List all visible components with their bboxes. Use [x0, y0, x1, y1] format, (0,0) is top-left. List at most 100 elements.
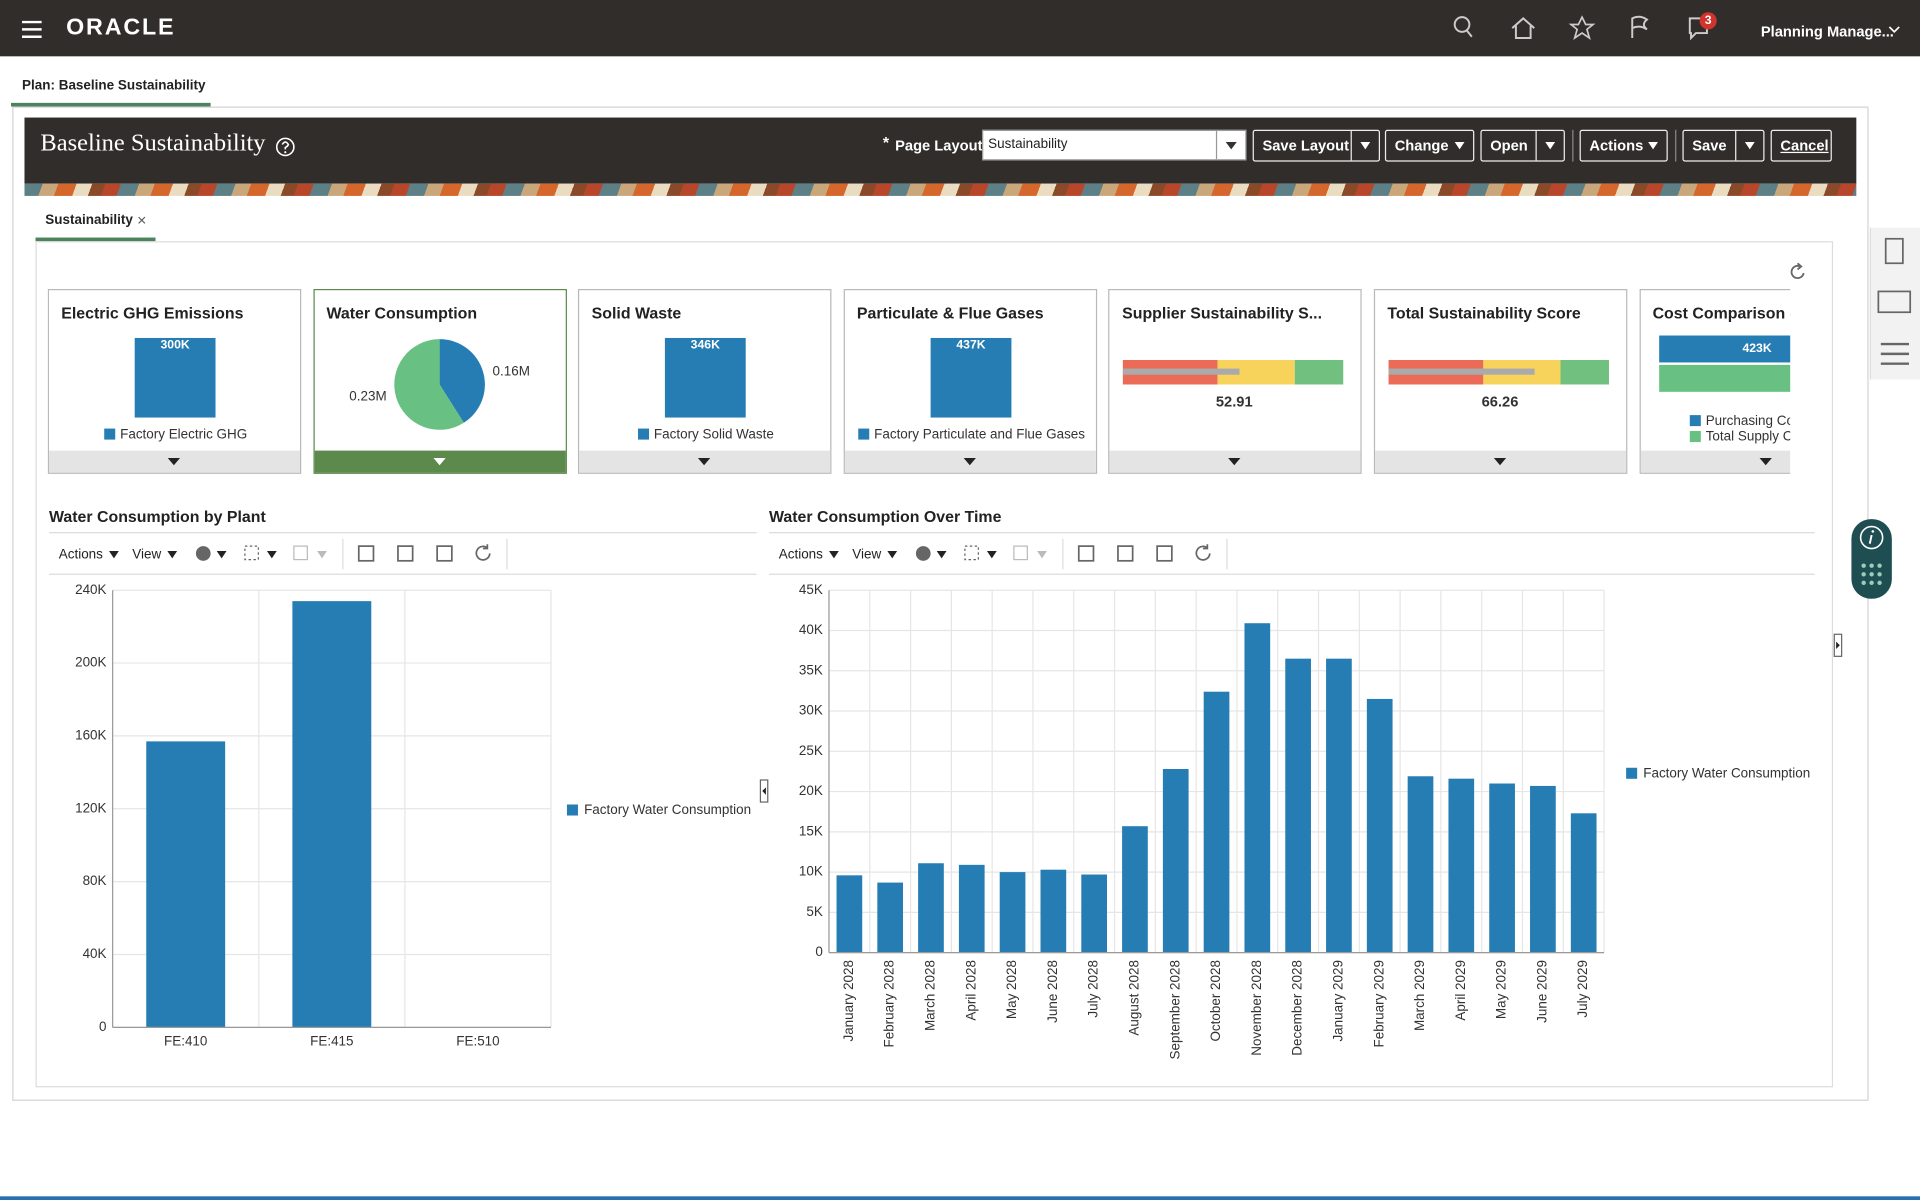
toolbar-button[interactable]: Actions [1579, 129, 1668, 162]
toolbar-icon[interactable] [195, 546, 211, 561]
favorites-icon[interactable] [1568, 15, 1596, 40]
gauge-value: 52.91 [1216, 395, 1253, 411]
tile[interactable]: Water Consumption 0.16M 0.23M [312, 288, 567, 474]
separator [1572, 129, 1574, 162]
help-circle [275, 137, 295, 157]
header-icons: 3 [22, 12, 1900, 41]
select-arrow-icon [1225, 142, 1237, 150]
legend-label: Factory Particulate and Flue Gases [874, 426, 1085, 441]
toolbar-icon[interactable] [436, 545, 453, 562]
tile-title: Supplier Sustainability S... [1122, 303, 1323, 323]
user-menu[interactable]: Planning Manage... [1760, 23, 1894, 41]
toolbar-icon[interactable] [475, 544, 491, 561]
y-tick-label: 0 [99, 1019, 106, 1034]
dropdown-arrow[interactable] [1350, 131, 1379, 161]
tab-close[interactable]: × [137, 210, 147, 229]
tile-chart: 66.26 [1388, 360, 1609, 411]
toolbar-icon[interactable] [397, 545, 414, 562]
tile[interactable]: Cost Comparison - 423K Purchasing Cos Total… [1639, 288, 1791, 474]
x-tick-label: April 2029 [1453, 960, 1468, 1021]
x-tick-label: February 2029 [1371, 960, 1386, 1048]
menu-arrow [109, 551, 119, 559]
flag-icon[interactable] [1631, 15, 1649, 38]
y-tick-label: 10K [799, 864, 823, 879]
title-bar [24, 117, 1857, 184]
help-mark [281, 141, 290, 150]
y-tick-label: 5K [806, 904, 822, 919]
tile-strip: Electric GHG Emissions 300K Factory Electr… [47, 288, 1791, 475]
x-tick-label: August 2028 [1127, 960, 1142, 1036]
toolbar-icon[interactable] [1077, 545, 1095, 562]
toolbar-icon[interactable] [1195, 544, 1211, 561]
help-icon[interactable] [274, 136, 296, 158]
assistant-widget[interactable] [1851, 519, 1892, 599]
y-tick-label: 30K [799, 703, 823, 718]
dropdown-arrow[interactable] [1735, 131, 1763, 161]
tile-expand[interactable] [48, 450, 301, 473]
x-tick-label: July 2029 [1575, 960, 1590, 1018]
dropdown-arrow[interactable] [1446, 131, 1473, 160]
toolbar-button[interactable]: Change [1384, 129, 1475, 162]
bar [1122, 826, 1148, 953]
bar [665, 337, 746, 418]
refresh-icon[interactable] [1789, 262, 1809, 282]
legend-label: Factory Water Consumption [584, 802, 751, 817]
search-icon[interactable] [1453, 16, 1473, 38]
decorative-band [24, 183, 1857, 196]
tile[interactable]: Total Sustainability Score 66.26 [1373, 288, 1628, 474]
home-icon[interactable] [1511, 17, 1535, 39]
gauge-value: 66.26 [1482, 395, 1519, 411]
dropdown-arrow[interactable] [1535, 131, 1564, 161]
x-tick-label: FE:415 [310, 1034, 353, 1049]
tile-expand[interactable] [1109, 450, 1361, 473]
x-tick-label: December 2028 [1290, 960, 1305, 1056]
tile-chart: 0.16M 0.23M [349, 339, 529, 430]
dashboard-tab[interactable]: Sustainability [45, 213, 133, 228]
page-tab[interactable]: Plan: Baseline Sustainability [22, 78, 206, 94]
bar [1326, 658, 1352, 953]
tile[interactable]: Particulate & Flue Gases 437K Factory Part… [843, 288, 1097, 474]
tile-expand[interactable] [314, 450, 566, 473]
toolbar-icon[interactable] [964, 545, 979, 561]
toolbar-icon[interactable] [1156, 545, 1173, 562]
toolbar-button[interactable]: Open [1480, 129, 1565, 162]
content-panel [12, 106, 1869, 1101]
list-icon[interactable] [1880, 342, 1909, 365]
menu-arrow [317, 551, 327, 559]
bar [146, 741, 226, 1028]
toolbar-button[interactable]: Cancel [1770, 129, 1832, 162]
toolbar-button[interactable]: Save [1682, 129, 1765, 162]
chart-menu[interactable]: Actions [59, 546, 103, 561]
tile[interactable]: Solid Waste 346K Factory Solid Waste [578, 288, 832, 474]
toolbar-icon[interactable] [915, 546, 931, 561]
dropdown-arrow[interactable] [1640, 131, 1667, 160]
toolbar-button[interactable]: Save Layout [1252, 129, 1380, 162]
tile-expand[interactable] [1375, 450, 1627, 473]
tile[interactable]: Electric GHG Emissions 300K Factory Electr… [47, 288, 302, 474]
select-arrow[interactable] [1215, 131, 1245, 160]
doc-icon[interactable] [1884, 237, 1904, 265]
bar [958, 864, 985, 953]
x-tick-label: June 2029 [1534, 960, 1549, 1023]
chart-menu[interactable]: Actions [779, 546, 823, 561]
menu-icon[interactable] [22, 20, 42, 38]
menu-arrow [986, 551, 997, 559]
toolbar-icon[interactable] [1117, 545, 1134, 562]
bar [930, 337, 1012, 418]
toolbar-icon[interactable] [357, 545, 375, 562]
tile-expand[interactable] [1640, 450, 1791, 473]
page-title: Baseline Sustainability [40, 129, 266, 157]
user-menu-arrow[interactable] [1888, 26, 1900, 34]
bar [1366, 698, 1393, 953]
tile-expand[interactable] [844, 450, 1096, 473]
required-marker: * [882, 133, 890, 152]
chart-menu[interactable]: View [852, 546, 881, 561]
toolbar-icon[interactable] [244, 545, 259, 561]
page-layout-select[interactable] [982, 129, 1247, 161]
chart-menu[interactable]: View [132, 546, 161, 561]
tile[interactable]: Supplier Sustainability S... 52.91 [1108, 288, 1363, 474]
tile-expand[interactable] [579, 450, 831, 473]
panel-icon[interactable] [1877, 290, 1912, 314]
bar [836, 875, 863, 953]
